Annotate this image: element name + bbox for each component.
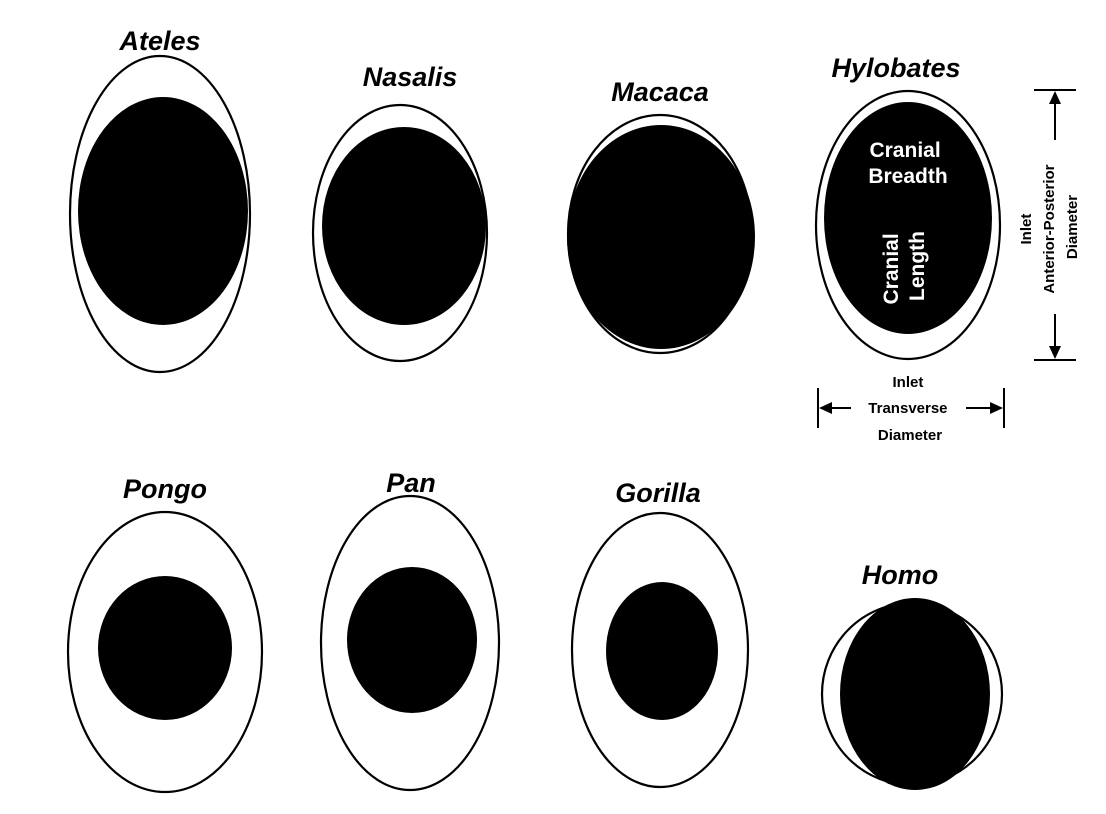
genus-figure-ateles: Ateles	[68, 26, 252, 374]
cranium-nasalis	[322, 127, 486, 325]
cranial-breadth-label-line2: Breadth	[868, 165, 947, 188]
genus-label-pongo: Pongo	[123, 474, 207, 504]
tr-label-line2: Transverse	[868, 400, 947, 417]
genus-label-macaca: Macaca	[611, 77, 709, 107]
inlet-transverse-diameter-indicator: Inlet Transverse Diameter	[817, 374, 1005, 444]
tr-arrow-left	[819, 402, 832, 414]
genus-label-hylobates: Hylobates	[831, 53, 960, 83]
cranium-macaca	[567, 125, 755, 349]
genus-label-pan: Pan	[386, 468, 436, 498]
genus-label-ateles: Ateles	[118, 26, 200, 56]
ap-label-line2: Anterior-Posterior	[1041, 164, 1058, 293]
ap-label-line1: Inlet	[1018, 214, 1035, 245]
cranial-length-label-line1: Cranial	[880, 233, 903, 304]
genus-figure-macaca: Macaca	[566, 77, 755, 355]
genus-label-nasalis: Nasalis	[363, 62, 458, 92]
genus-figure-nasalis: Nasalis	[311, 62, 489, 363]
inlet-ap-diameter-label: Inlet Anterior-Posterior Diameter	[1018, 160, 1081, 293]
cranium-pan	[347, 567, 477, 713]
inlet-ap-diameter-indicator: Inlet Anterior-Posterior Diameter	[1018, 89, 1081, 361]
cranial-breadth-label: Cranial Breadth	[868, 139, 947, 188]
cranial-length-label: Cranial Length	[880, 227, 929, 304]
genus-figure-pan: Pan	[319, 468, 501, 792]
cranium-pongo	[98, 576, 232, 720]
genus-figure-pongo: Pongo	[66, 474, 264, 794]
ap-label-line3: Diameter	[1064, 195, 1081, 259]
tr-label-line1: Inlet	[892, 374, 923, 391]
genus-figure-hylobates: Hylobates Cranial Breadth Cranial Length	[814, 53, 1002, 361]
cranial-length-label-line2: Length	[906, 231, 929, 301]
ap-arrow-up	[1049, 91, 1061, 104]
cranium-homo	[840, 598, 990, 790]
cranial-breadth-label-line1: Cranial	[869, 139, 940, 162]
tr-label-line3: Diameter	[878, 427, 942, 444]
inlet-transverse-diameter-label: Inlet Transverse Diameter	[868, 374, 951, 444]
cranium-ateles	[78, 97, 248, 325]
genus-figure-homo: Homo	[820, 560, 1004, 790]
genus-figure-gorilla: Gorilla	[570, 478, 750, 789]
cranium-gorilla	[606, 582, 718, 720]
ap-arrow-down	[1049, 346, 1061, 359]
genus-label-gorilla: Gorilla	[615, 478, 701, 508]
genus-label-homo: Homo	[862, 560, 939, 590]
cranium-hylobates	[824, 102, 992, 334]
tr-arrow-right	[990, 402, 1003, 414]
